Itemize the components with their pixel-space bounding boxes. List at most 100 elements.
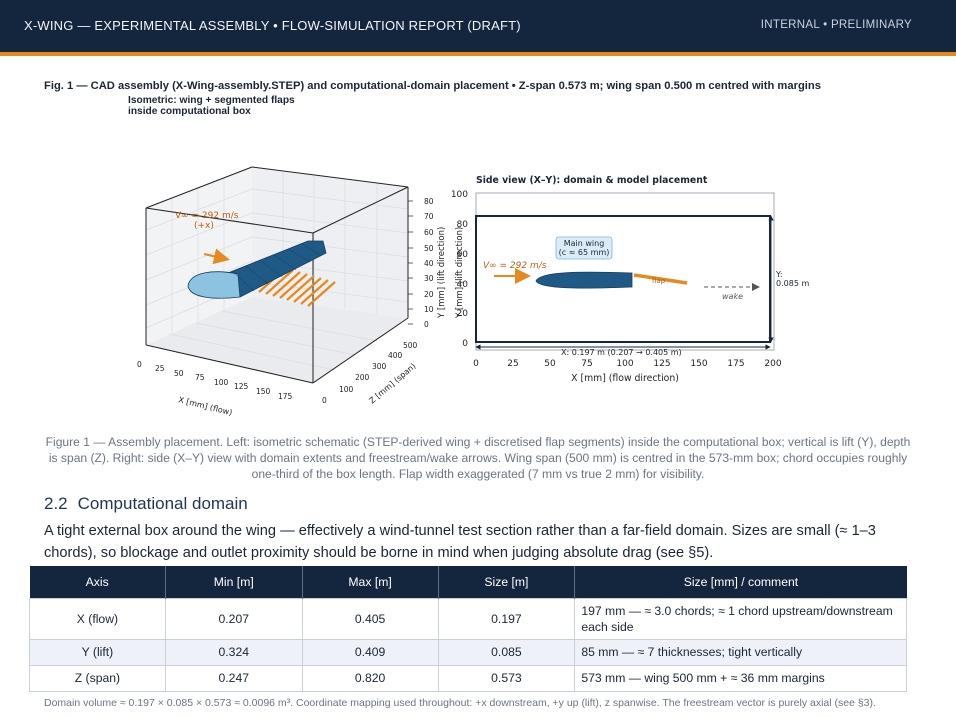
side-y-ticks: 0 20 40 60 80 100 [451, 190, 468, 349]
isometric-panel: V∞ = 292 m/s (+x) 0 25 50 75 100 125 150… [137, 166, 447, 417]
side-wing-chord-label: (c ≈ 65 mm) [559, 248, 610, 257]
side-x-dimension-label: X: 0.197 m (0.207 → 0.405 m) [561, 348, 682, 357]
section-paragraph: A tight external box around the wing — e… [44, 523, 876, 561]
iso-floor-pane [146, 297, 408, 383]
iso-z-tick: 300 [372, 362, 387, 371]
table-row: Z (span) 0.247 0.820 0.573 573 mm — wing… [29, 664, 907, 692]
side-y-dimension-label: Y: [775, 270, 783, 279]
iso-wing-root-profile [187, 271, 241, 299]
iso-x-tick: 0 [137, 360, 142, 369]
side-y-tick: 20 [457, 309, 469, 319]
iso-y-tick: 10 [424, 305, 434, 314]
table-cell: 0.405 [301, 597, 439, 640]
table-cell: 0.247 [164, 664, 303, 692]
domain-extents-table: Axis Min [m] Max [m] Size [m] Size [mm] … [29, 566, 907, 692]
side-view-panel: Side view (X–Y): domain & model placemen… [451, 175, 810, 384]
side-wing-label: Main wing [564, 239, 605, 248]
table-header-cell: Size [m] [438, 566, 576, 598]
iso-back-pane-right [252, 167, 408, 318]
side-flap-label: flap [652, 277, 666, 285]
table-cell: 0.409 [301, 638, 439, 666]
table-cell: 0.197 [437, 597, 576, 640]
side-y-dimension-value: 0.085 m [776, 279, 809, 288]
report-header-bar: X-WING — EXPERIMENTAL ASSEMBLY • FLOW-SI… [0, 0, 956, 52]
table-cell: Y (lift) [29, 638, 166, 666]
side-y-tick: 60 [457, 250, 469, 260]
side-x-tick: 100 [616, 359, 633, 369]
iso-y-tick: 40 [424, 259, 434, 268]
iso-z-tick: 100 [339, 385, 354, 394]
table-header-cell: Axis [29, 566, 166, 598]
isometric-title-line-2: inside computational box [128, 106, 251, 117]
iso-freestream-direction: (+x) [194, 221, 214, 231]
side-x-tick: 50 [544, 359, 556, 369]
side-wing-label-box [555, 236, 613, 260]
table-header-cell: Size [mm] / comment [574, 566, 907, 598]
iso-y-tick: 50 [424, 244, 434, 253]
iso-freestream-label: V∞ = 292 m/s [175, 211, 239, 221]
iso-y-axis-label: Y [mm] (lift direction) [437, 227, 447, 319]
iso-z-tick: 200 [355, 373, 370, 382]
side-view-title: Side view (X–Y): domain & model placemen… [476, 175, 708, 186]
side-x-tick: 125 [653, 359, 670, 369]
side-x-axis-label: X [mm] (flow direction) [571, 373, 679, 384]
iso-x-tick: 25 [155, 364, 165, 373]
table-cell: 0.820 [301, 664, 439, 692]
side-x-tick: 75 [581, 359, 592, 369]
iso-domain-box [145, 166, 409, 384]
report-title: X-WING — EXPERIMENTAL ASSEMBLY • FLOW-SI… [24, 18, 521, 33]
iso-x-ticks: 0 25 50 75 100 125 150 175 [137, 360, 293, 401]
table-cell: 0.085 [437, 638, 576, 666]
side-x-tick: 0 [473, 359, 479, 369]
iso-z-tick: 400 [388, 351, 403, 360]
iso-y-tick: 30 [424, 274, 434, 283]
section-heading: 2.2 Computational domain [44, 494, 248, 514]
iso-y-tick: 80 [424, 197, 434, 206]
side-x-tick: 150 [690, 359, 707, 369]
iso-y-tick: 60 [424, 228, 434, 237]
iso-wing-panel-lines [231, 243, 321, 292]
side-flap [633, 273, 688, 285]
isometric-title-line-1: Isometric: wing + segmented flaps [128, 95, 295, 106]
iso-x-tick: 50 [174, 369, 184, 378]
table-cell: 0.324 [164, 638, 303, 666]
table-cell: 573 mm — wing 500 mm + ≈ 36 mm margins [574, 664, 907, 692]
iso-y-tick: 20 [424, 290, 434, 299]
table-header-cell: Min [m] [165, 566, 303, 598]
table-cell: Z (span) [29, 664, 166, 692]
table-row: Y (lift) 0.324 0.409 0.085 85 mm — ≈ 7 t… [29, 638, 907, 666]
figure-1-graphic: V∞ = 292 m/s (+x) 0 25 50 75 100 125 150… [137, 166, 810, 417]
iso-x-tick: 100 [214, 378, 229, 387]
iso-wing [187, 240, 327, 299]
table-header-row: Axis Min [m] Max [m] Size [m] Size [mm] … [29, 566, 907, 598]
iso-z-ticks: 0 100 200 300 400 500 [322, 341, 418, 405]
side-x-tick: 200 [764, 359, 781, 369]
side-x-ticks: 0 25 50 75 100 125 150 175 200 [473, 359, 782, 369]
figure-heading: Fig. 1 — CAD assembly (X-Wing-assembly.S… [44, 80, 821, 92]
iso-x-tick: 125 [234, 382, 249, 391]
iso-z-tick: 500 [403, 341, 418, 350]
iso-x-tick: 75 [195, 373, 205, 382]
iso-x-axis-label: X [mm] (flow) [178, 395, 234, 417]
iso-y-ticks: 0 10 20 30 40 50 60 70 80 [424, 197, 434, 329]
iso-y-tick-marks [408, 200, 413, 325]
table-cell: 85 mm — ≈ 7 thicknesses; tight verticall… [574, 638, 907, 666]
table-cell: 0.573 [437, 664, 576, 692]
side-y-axis-label: Y [mm] (lift direction) [455, 227, 465, 319]
side-x-tick: 175 [727, 359, 744, 369]
side-wing-profile [535, 271, 633, 289]
isometric-plot-title: Isometric: wing + segmented flaps inside… [128, 95, 388, 117]
table-header-cell: Max [m] [302, 566, 439, 598]
section-number: 2.2 [44, 494, 68, 513]
table-row: X (flow) 0.207 0.405 0.197 197 mm — ≈ 3.… [29, 597, 907, 640]
iso-x-tick: 175 [278, 392, 293, 401]
iso-y-tick: 70 [424, 212, 434, 221]
side-y-tick: 100 [451, 190, 468, 200]
iso-z-tick: 0 [322, 396, 327, 405]
iso-freestream-arrow [203, 248, 230, 265]
table-cell: 197 mm — ≈ 3.0 chords; ≈ 1 chord upstrea… [574, 597, 907, 640]
section-title: Computational domain [77, 494, 248, 513]
table-cell: X (flow) [29, 597, 166, 640]
table-cell: 0.207 [164, 597, 303, 640]
side-x-tick: 25 [507, 359, 518, 369]
